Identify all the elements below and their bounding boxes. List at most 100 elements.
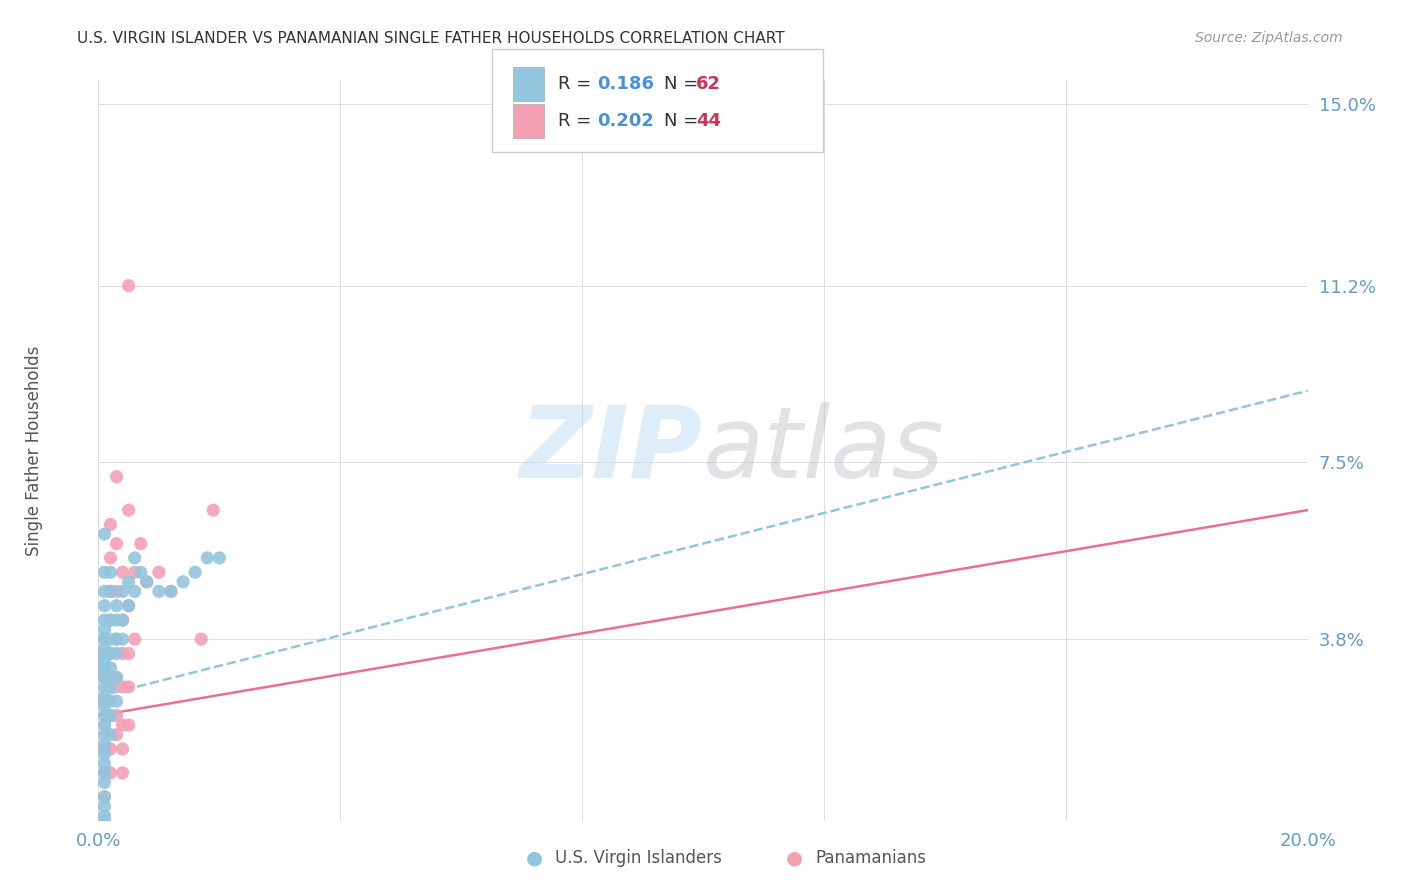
Y-axis label: Single Father Households: Single Father Households (25, 345, 42, 556)
Point (100, 708, 122, 723)
Point (129, 536, 152, 550)
Text: atlas: atlas (703, 402, 945, 499)
Point (111, 647, 134, 661)
Point (190, 632, 212, 647)
Point (105, 647, 128, 661)
Point (111, 613, 134, 627)
Text: N =: N = (664, 75, 703, 93)
Point (111, 742, 134, 756)
Point (100, 517, 122, 532)
Point (111, 584, 134, 599)
Point (93, 632, 115, 647)
Point (100, 694, 122, 708)
Point (93, 665, 115, 680)
Point (93, 747, 115, 761)
Point (93, 708, 115, 723)
Point (111, 765, 134, 780)
Text: Panamanians: Panamanians (815, 849, 927, 867)
Point (93, 613, 115, 627)
Point (105, 613, 128, 627)
Point (148, 584, 170, 599)
Point (100, 765, 122, 780)
Point (124, 550, 146, 565)
Point (93, 814, 115, 828)
Point (111, 632, 134, 647)
Point (202, 503, 225, 517)
Point (105, 728, 128, 742)
Point (100, 566, 122, 580)
Text: R =: R = (558, 112, 598, 130)
Point (93, 728, 115, 742)
Point (100, 584, 122, 599)
Point (100, 708, 122, 723)
Point (111, 718, 134, 732)
Point (93, 765, 115, 780)
Point (105, 632, 128, 647)
Point (100, 647, 122, 661)
Point (105, 708, 128, 723)
Point (129, 566, 152, 580)
Point (118, 599, 141, 613)
Point (93, 680, 115, 694)
Point (100, 680, 122, 694)
Point (93, 789, 115, 804)
Point (100, 647, 122, 661)
Text: ●: ● (786, 848, 803, 868)
Point (93, 698, 115, 713)
Point (93, 775, 115, 789)
Point (105, 670, 128, 684)
Point (93, 765, 115, 780)
Point (93, 656, 115, 670)
Point (93, 789, 115, 804)
Point (111, 613, 134, 627)
Point (124, 584, 146, 599)
Point (118, 718, 141, 732)
Point (93, 632, 115, 647)
Point (93, 809, 115, 823)
Text: N =: N = (664, 112, 703, 130)
Point (100, 613, 122, 627)
Point (118, 647, 141, 661)
Text: Source: ZipAtlas.com: Source: ZipAtlas.com (1195, 31, 1343, 45)
Point (93, 799, 115, 814)
Text: 44: 44 (696, 112, 721, 130)
Point (93, 742, 115, 756)
Point (195, 550, 218, 565)
Point (93, 661, 115, 675)
Text: U.S. Virgin Islanders: U.S. Virgin Islanders (555, 849, 723, 867)
Point (208, 550, 231, 565)
Point (93, 690, 115, 704)
Point (105, 599, 128, 613)
Point (118, 278, 141, 293)
Point (172, 574, 194, 589)
Point (100, 742, 122, 756)
Point (111, 566, 134, 580)
Point (93, 694, 115, 708)
Text: R =: R = (558, 75, 598, 93)
Point (118, 574, 141, 589)
Point (100, 584, 122, 599)
Point (118, 599, 141, 613)
Point (93, 756, 115, 771)
Point (124, 632, 146, 647)
Point (105, 670, 128, 684)
Point (93, 566, 115, 580)
Point (105, 536, 128, 550)
Point (93, 694, 115, 708)
Point (100, 613, 122, 627)
Point (105, 584, 128, 599)
Point (93, 632, 115, 647)
Point (118, 680, 141, 694)
Point (93, 584, 115, 599)
Point (93, 737, 115, 751)
Text: ZIP: ZIP (520, 402, 703, 499)
Point (93, 718, 115, 732)
Point (184, 566, 207, 580)
Point (93, 651, 115, 665)
Point (100, 680, 122, 694)
Point (93, 647, 115, 661)
Point (160, 584, 183, 599)
Point (100, 550, 122, 565)
Text: 0.202: 0.202 (598, 112, 654, 130)
Point (93, 599, 115, 613)
